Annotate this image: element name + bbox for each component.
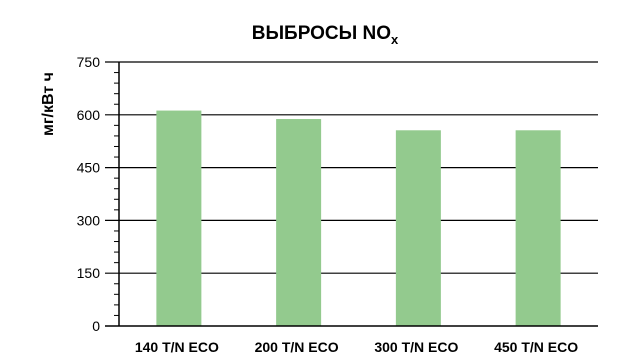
y-tick-label: 600 xyxy=(77,107,101,123)
bar xyxy=(156,110,202,327)
y-tick-label: 450 xyxy=(77,160,101,176)
y-axis-label: мг/кВт ч xyxy=(40,72,57,136)
bars xyxy=(156,110,561,327)
minor-ticks xyxy=(114,72,119,316)
x-tick-label: 200 T/N ECO xyxy=(255,339,339,355)
y-tick-labels: 0 150 300 450 600 750 xyxy=(77,54,101,334)
y-tick-label: 0 xyxy=(92,318,100,334)
bar xyxy=(515,130,561,326)
chart-title-subscript: x xyxy=(391,32,399,47)
chart-title-main: ВЫБРОСЫ NO xyxy=(252,23,391,44)
bar xyxy=(276,119,322,326)
bar xyxy=(395,130,441,326)
x-tick-label: 450 T/N ECO xyxy=(494,339,578,355)
x-tick-label: 300 T/N ECO xyxy=(374,339,458,355)
x-tick-label: 140 T/N ECO xyxy=(135,339,219,355)
x-tick-labels: 140 T/N ECO 200 T/N ECO 300 T/N ECO 450 T/N… xyxy=(135,339,578,355)
chart-title: ВЫБРОСЫ NOx xyxy=(252,23,399,47)
y-tick-label: 150 xyxy=(77,265,101,281)
y-tick-label: 300 xyxy=(77,212,101,228)
y-tick-label: 750 xyxy=(77,54,101,70)
axes xyxy=(105,62,598,327)
